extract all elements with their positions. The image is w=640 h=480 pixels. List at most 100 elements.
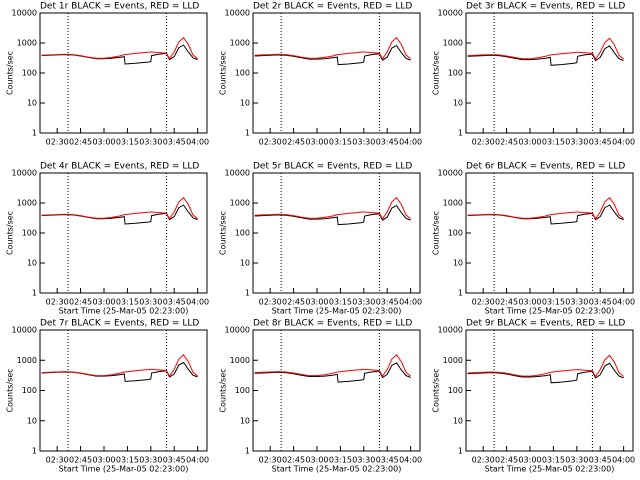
y-axis-label: Counts/sec	[219, 368, 228, 412]
y-tick-label: 100	[448, 386, 463, 395]
x-tick-label: 03:45	[163, 298, 186, 307]
chart-title: Det 1r BLACK = Events, RED = LLD	[40, 2, 199, 12]
x-tick-label: 04:00	[186, 298, 209, 307]
y-tick-label: 10	[453, 99, 463, 108]
chart-title: Det 9r BLACK = Events, RED = LLD	[466, 319, 625, 329]
y-tick-label: 1	[458, 447, 463, 456]
y-axis-label: Counts/sec	[432, 368, 441, 412]
x-tick-label: 03:45	[376, 298, 399, 307]
x-tick-label: 03:15	[116, 298, 139, 307]
x-tick-label: 03:00	[92, 138, 115, 147]
x-tick-label: 03:45	[589, 138, 612, 147]
x-tick-label: 02:45	[495, 298, 518, 307]
x-tick-label: 02:45	[282, 138, 305, 147]
x-axis-label: Start Time (25-Mar-05 02:23:00)	[485, 465, 615, 474]
y-tick-label: 100	[235, 386, 250, 395]
plot-frame	[465, 329, 634, 452]
x-tick-label: 03:30	[352, 138, 375, 147]
y-tick-label: 100	[448, 69, 463, 78]
y-tick-label: 10000	[225, 169, 250, 178]
x-axis-label: Start Time (25-Mar-05 02:23:00)	[272, 307, 402, 316]
y-tick-label: 1	[458, 289, 463, 298]
y-tick-label: 1000	[230, 356, 250, 365]
y-axis-label: Counts/sec	[219, 211, 228, 255]
x-tick-label: 03:00	[92, 456, 115, 465]
x-tick-label: 02:30	[472, 298, 495, 307]
y-tick-label: 1000	[443, 356, 463, 365]
x-tick-label: 03:00	[92, 298, 115, 307]
plot-frame	[39, 12, 208, 134]
x-tick-label: 03:45	[589, 456, 612, 465]
x-axis-label: Start Time (25-Mar-05 02:23:00)	[59, 465, 189, 474]
y-tick-label: 10000	[225, 326, 250, 335]
x-tick-label: 03:30	[565, 138, 588, 147]
y-tick-label: 10000	[12, 169, 37, 178]
series-line	[254, 44, 411, 66]
x-tick-label: 02:30	[472, 456, 495, 465]
x-tick-label: 04:00	[186, 456, 209, 465]
y-tick-label: 1000	[443, 199, 463, 208]
y-tick-label: 10	[27, 259, 37, 268]
x-tick-label: 04:00	[399, 138, 422, 147]
x-tick-label: 04:00	[399, 298, 422, 307]
x-tick-label: 03:00	[305, 456, 328, 465]
y-tick-label: 1	[32, 129, 37, 138]
x-tick-label: 03:15	[542, 138, 565, 147]
x-tick-label: 03:00	[518, 138, 541, 147]
y-tick-label: 100	[22, 229, 37, 238]
plot-frame	[252, 172, 421, 294]
x-tick-label: 03:15	[329, 138, 352, 147]
chart-title: Det 7r BLACK = Events, RED = LLD	[40, 319, 199, 329]
y-tick-label: 1	[245, 289, 250, 298]
x-tick-label: 02:30	[259, 298, 282, 307]
y-tick-label: 10000	[12, 326, 37, 335]
series-line	[41, 196, 198, 220]
x-tick-label: 02:30	[259, 456, 282, 465]
y-axis-label: Counts/sec	[432, 211, 441, 255]
y-tick-label: 100	[22, 386, 37, 395]
x-tick-label: 04:00	[612, 298, 635, 307]
y-tick-label: 1	[245, 129, 250, 138]
y-tick-label: 1000	[17, 356, 37, 365]
x-tick-label: 03:45	[163, 456, 186, 465]
y-tick-label: 10	[240, 416, 250, 425]
x-tick-label: 04:00	[399, 456, 422, 465]
x-tick-label: 03:15	[542, 298, 565, 307]
x-tick-label: 03:00	[518, 298, 541, 307]
y-tick-label: 1	[245, 447, 250, 456]
plot-frame	[465, 12, 634, 134]
chart-title: Det 4r BLACK = Events, RED = LLD	[40, 162, 199, 172]
plot-frame	[252, 329, 421, 452]
y-tick-label: 1	[458, 129, 463, 138]
x-tick-label: 04:00	[612, 138, 635, 147]
y-axis-label: Counts/sec	[432, 51, 441, 95]
series-line	[41, 36, 198, 60]
x-tick-label: 02:45	[69, 456, 92, 465]
y-tick-label: 1	[32, 289, 37, 298]
series-line	[41, 354, 198, 378]
y-tick-label: 100	[235, 229, 250, 238]
y-tick-label: 10000	[438, 169, 463, 178]
x-tick-label: 02:45	[69, 298, 92, 307]
y-tick-label: 100	[22, 69, 37, 78]
x-tick-label: 03:30	[565, 298, 588, 307]
series-line	[254, 36, 411, 60]
x-tick-label: 03:30	[139, 298, 162, 307]
chart-title: Det 8r BLACK = Events, RED = LLD	[253, 319, 412, 329]
y-tick-label: 10	[453, 259, 463, 268]
x-tick-label: 02:30	[472, 138, 495, 147]
x-tick-label: 02:45	[495, 456, 518, 465]
x-tick-label: 03:30	[139, 138, 162, 147]
plot-frame	[252, 12, 421, 134]
x-tick-label: 02:45	[69, 138, 92, 147]
x-tick-label: 02:30	[46, 298, 69, 307]
y-tick-label: 10	[240, 259, 250, 268]
series-line	[467, 45, 624, 66]
x-tick-label: 02:30	[46, 456, 69, 465]
series-line	[254, 362, 411, 383]
x-tick-label: 03:15	[116, 456, 139, 465]
x-tick-label: 02:30	[259, 138, 282, 147]
y-tick-label: 10	[240, 99, 250, 108]
